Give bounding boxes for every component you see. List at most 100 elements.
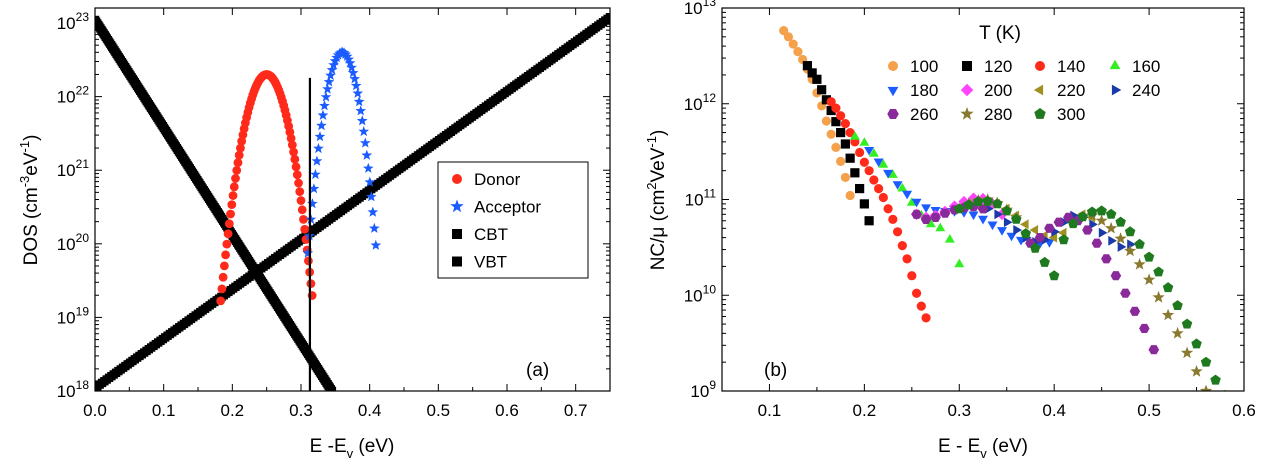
legend-300K-marker <box>1034 108 1046 119</box>
series-240K-point <box>1098 227 1108 238</box>
panel-b-x-tick-label: 0.2 <box>853 401 877 420</box>
series-acceptor-point <box>343 53 354 64</box>
legend-140K-label: 140 <box>1057 57 1085 76</box>
series-260K-point <box>977 204 989 214</box>
legend-acceptor-marker <box>450 199 464 213</box>
panel-a-y-tick-label: 1018 <box>57 378 90 401</box>
series-160K-point <box>944 234 955 243</box>
series-donor-point <box>234 150 244 160</box>
series-140K-point <box>921 313 931 323</box>
series-120K-point <box>812 74 822 84</box>
series-acceptor-point <box>328 59 339 70</box>
series-260K-point <box>1139 323 1150 333</box>
series-240K-point <box>1003 217 1013 228</box>
series-300K-point <box>1172 300 1183 310</box>
panel-b-legend: T (K) 100 120 140 160 180 200 220 240 260 280 300 <box>887 23 1160 124</box>
series-260K-point <box>1148 345 1160 355</box>
series-300K-point <box>1039 256 1050 267</box>
series-acceptor-point <box>352 87 363 98</box>
series-300K-point <box>1115 216 1126 227</box>
panel-a-legend-box <box>437 161 589 279</box>
series-300K-point <box>1020 228 1031 239</box>
panel-b-y-axis-label: NC/μ (cm2VeV-1) <box>644 130 669 271</box>
series-140K-point <box>883 204 893 214</box>
series-260K-point <box>1091 238 1103 248</box>
series-100K-point <box>831 142 841 153</box>
panel-b-y-tick-label: 109 <box>690 378 716 401</box>
series-280K-point <box>1105 221 1118 234</box>
series-160K-point <box>859 137 870 146</box>
series-140K-point <box>897 241 907 251</box>
series-180K-point <box>902 190 913 200</box>
series-donor-point <box>292 170 302 180</box>
series-240K-point <box>1060 217 1070 228</box>
panel-b-y-tick-label: 1010 <box>684 282 717 305</box>
panel-a-y-tick-label: 1021 <box>57 157 90 180</box>
series-acceptor-point <box>338 47 350 58</box>
legend-vbt-marker <box>452 256 462 267</box>
series-donor-point <box>295 187 305 197</box>
series-160K-point <box>887 169 898 178</box>
panel-a-y-ticks: 1018 1019 1020 1021 1022 1023 <box>57 10 610 401</box>
panel-b: 0.1 0.2 0.3 0.4 0.5 0.6 109 1010 1011 1012 1013 E… <box>644 0 1256 461</box>
series-300K-point <box>1011 213 1022 224</box>
series-260K-point <box>1129 306 1141 316</box>
panel-a-x-tick-label: 0.2 <box>221 401 245 420</box>
series-300K-point <box>1191 338 1202 349</box>
legend-140K-marker <box>1035 61 1045 71</box>
series-300K-point <box>982 195 993 206</box>
series-180K-point <box>968 211 979 221</box>
series-acceptor-point <box>310 169 321 180</box>
series-140K-point <box>836 111 846 121</box>
series-180K-point <box>1006 232 1017 242</box>
series-260K-point <box>939 208 951 218</box>
series-100K-point <box>788 39 798 49</box>
series-120K-point <box>840 139 850 149</box>
panel-a-x-tick-label: 0.5 <box>427 401 451 420</box>
series-140K-point <box>878 192 888 203</box>
series-160K-point <box>897 182 908 192</box>
series-acceptor-point <box>353 96 365 107</box>
series-140K-point <box>859 157 869 167</box>
series-280K-point <box>1171 326 1184 339</box>
legend-200K-marker <box>960 83 974 97</box>
series-donor-point <box>296 196 306 205</box>
series-300K-point <box>1200 356 1212 367</box>
series-acceptor-point <box>322 83 333 94</box>
series-300K-point <box>1030 242 1041 253</box>
series-donor-point <box>218 272 228 282</box>
series-300K-point <box>954 203 965 214</box>
legend-100K-marker <box>888 61 898 71</box>
series-donor-point <box>297 205 307 215</box>
series-100K-point <box>821 116 832 126</box>
series-acceptor-point <box>323 76 335 87</box>
series-donor-point <box>291 162 301 172</box>
series-120K-point <box>864 216 874 226</box>
series-donor-point <box>226 209 235 219</box>
series-180K-point <box>987 221 998 231</box>
legend-cbt-label: CBT <box>474 225 508 244</box>
series-donor-point <box>227 200 237 210</box>
series-180K-point <box>892 181 903 190</box>
series-120K-point <box>807 68 817 78</box>
series-280K-point <box>1095 214 1108 226</box>
series-acceptor-point <box>363 162 374 173</box>
series-260K-point <box>1034 233 1046 243</box>
panel-a-y-axis-label: DOS (cm-3eV-1) <box>17 135 42 266</box>
legend-260K-label: 260 <box>910 105 938 124</box>
series-260K-point <box>930 212 941 222</box>
series-260K-point <box>1082 225 1093 235</box>
panel-b-y-ticks: 109 1010 1011 1012 1013 <box>684 0 1244 401</box>
series-300K-point <box>1001 205 1012 216</box>
legend-220K-label: 220 <box>1057 81 1085 100</box>
series-140K-point <box>888 214 898 224</box>
series-100K-point <box>845 190 855 201</box>
legend-cbt-marker <box>452 229 462 239</box>
panel-a-x-tick-label: 0.3 <box>289 401 313 420</box>
series-300K-point <box>1105 208 1117 219</box>
series-300K-point <box>1086 206 1098 217</box>
legend-180K-marker <box>887 86 899 97</box>
series-260K-point <box>920 214 932 224</box>
series-260K-point <box>911 209 922 219</box>
series-donor-point <box>299 214 308 224</box>
